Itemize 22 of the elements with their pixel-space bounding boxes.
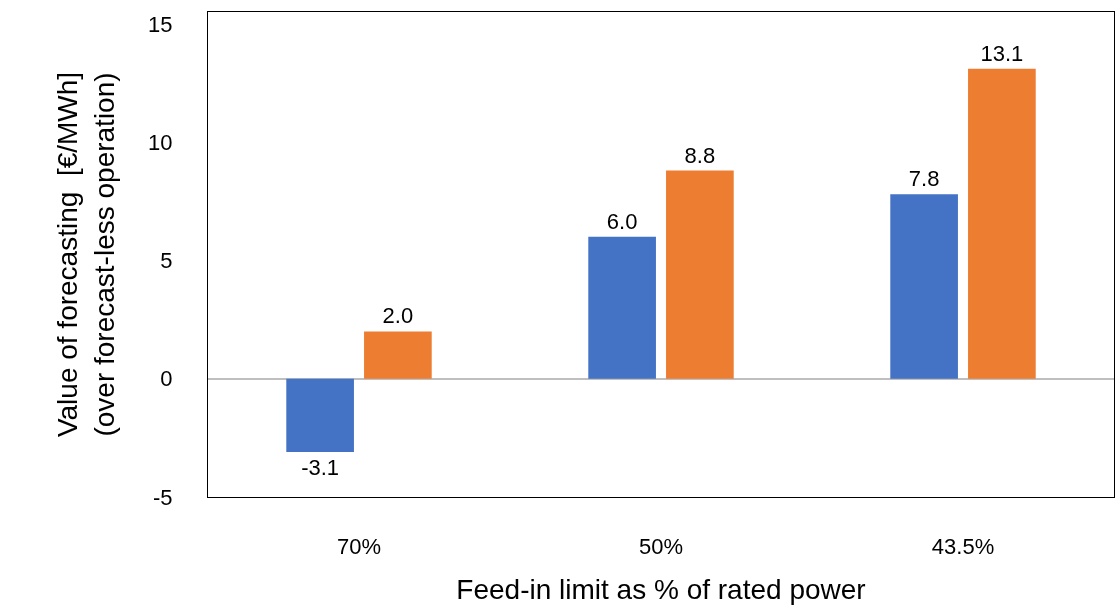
y-tick-label: 5 [160,248,173,274]
data-label: 13.1 [980,40,1024,66]
x-tick-label: 50% [638,534,684,560]
data-label: 7.8 [908,166,940,192]
y-axis-title: Value of forecasting [€/MWh] (over forecast-less operation) [52,71,120,438]
data-label: 2.0 [382,303,414,329]
bar [968,68,1036,379]
bar [666,170,734,379]
y-tick-label: 15 [148,11,173,37]
y-tick-label: -5 [153,484,173,510]
y-tick-label: 0 [160,366,173,392]
bar [364,331,432,379]
bar [890,194,958,379]
bar [286,378,354,453]
y-tick-label: 10 [148,129,173,155]
bar [588,236,656,379]
data-label: 6.0 [606,208,638,234]
x-tick-label: 43.5% [931,534,995,560]
data-label: -3.1 [301,455,340,481]
x-tick-label: 70% [336,534,382,560]
x-axis-title: Feed-in limit as % of rated power [456,573,866,605]
data-label: 8.8 [684,142,716,168]
